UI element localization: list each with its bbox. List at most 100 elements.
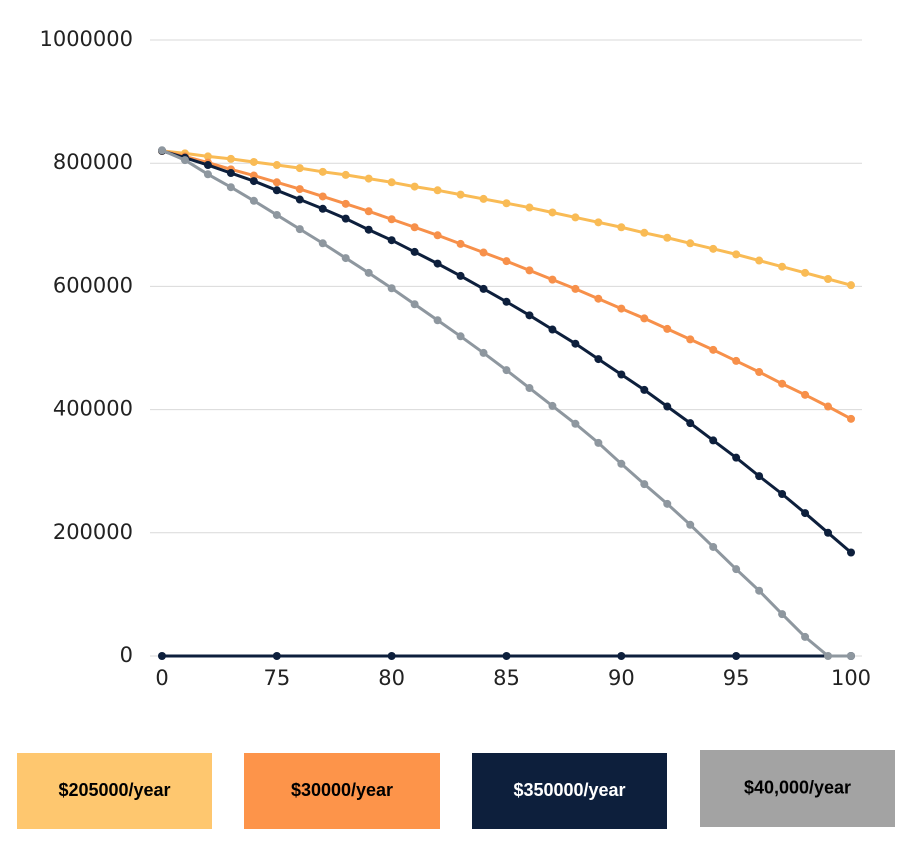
data-point xyxy=(594,218,603,227)
data-point xyxy=(203,161,212,170)
data-point xyxy=(847,548,855,557)
legend-label: $40,000/year xyxy=(744,777,851,797)
data-point xyxy=(433,259,442,268)
data-point xyxy=(709,244,718,253)
legend-label: $205000/year xyxy=(58,780,170,800)
data-point xyxy=(640,228,649,237)
data-point xyxy=(226,154,235,163)
data-point xyxy=(617,459,626,468)
data-point xyxy=(226,169,235,178)
data-point xyxy=(732,652,741,660)
data-point xyxy=(479,284,488,293)
data-point xyxy=(364,174,373,183)
data-point xyxy=(249,177,258,186)
data-point xyxy=(548,401,557,410)
data-point xyxy=(456,239,465,248)
data-point xyxy=(801,268,810,277)
data-point xyxy=(847,652,855,660)
x-tick-label: 100 xyxy=(831,666,871,690)
x-tick-label: 85 xyxy=(493,666,520,690)
legend-swatch xyxy=(700,750,895,827)
data-point xyxy=(318,192,327,201)
data-point xyxy=(158,146,166,155)
data-point xyxy=(318,239,327,248)
data-point xyxy=(410,300,419,309)
data-point xyxy=(295,185,304,194)
legend-item: $40,000/year xyxy=(700,750,895,827)
data-point xyxy=(755,368,764,377)
data-point xyxy=(456,332,465,341)
data-point xyxy=(617,223,626,232)
data-point xyxy=(410,247,419,256)
data-point xyxy=(479,194,488,203)
data-point xyxy=(755,472,764,481)
data-point xyxy=(640,314,649,323)
data-point xyxy=(686,419,695,428)
data-point xyxy=(387,652,396,660)
data-point xyxy=(778,262,787,271)
data-point xyxy=(479,248,488,257)
data-point xyxy=(226,183,235,192)
data-point xyxy=(640,385,649,394)
data-point xyxy=(410,223,419,232)
data-point xyxy=(571,339,580,348)
data-point xyxy=(502,366,511,375)
data-point xyxy=(456,190,465,199)
data-point xyxy=(525,203,534,212)
data-point xyxy=(456,271,465,280)
data-point xyxy=(571,419,580,428)
data-point xyxy=(272,161,281,170)
data-point xyxy=(364,207,373,216)
data-point xyxy=(663,233,672,242)
data-point xyxy=(180,156,189,165)
data-point xyxy=(686,239,695,248)
legend-swatch xyxy=(472,753,667,829)
data-point xyxy=(341,214,350,223)
data-point xyxy=(249,196,258,205)
data-point xyxy=(732,453,741,462)
data-point xyxy=(158,652,166,660)
data-point xyxy=(571,284,580,293)
data-point xyxy=(341,199,350,208)
data-point xyxy=(341,170,350,179)
data-point xyxy=(525,311,534,320)
data-point xyxy=(824,652,833,660)
data-point xyxy=(663,324,672,333)
legend-label: $350000/year xyxy=(513,780,625,800)
data-point xyxy=(249,171,258,180)
data-point xyxy=(364,268,373,277)
data-point xyxy=(617,304,626,313)
data-point xyxy=(295,195,304,204)
data-point xyxy=(663,402,672,411)
data-point xyxy=(502,652,511,660)
data-point xyxy=(686,335,695,344)
data-point xyxy=(548,325,557,334)
data-point xyxy=(663,499,672,508)
data-point xyxy=(295,225,304,234)
x-tick-label: 95 xyxy=(723,666,750,690)
x-tick-label: 80 xyxy=(378,666,405,690)
data-point xyxy=(249,157,258,166)
data-point xyxy=(548,208,557,217)
data-point xyxy=(341,254,350,263)
data-point xyxy=(525,384,534,393)
series-line xyxy=(161,148,851,658)
x-tick-label: 90 xyxy=(608,666,635,690)
data-point xyxy=(387,178,396,187)
data-point xyxy=(364,225,373,234)
data-point xyxy=(318,204,327,213)
data-point xyxy=(295,164,304,173)
data-point xyxy=(824,275,833,284)
data-point xyxy=(824,528,833,537)
data-point xyxy=(571,213,580,222)
y-tick-label: 400000 xyxy=(53,397,133,421)
data-point xyxy=(847,281,855,290)
data-point xyxy=(778,610,787,619)
data-point xyxy=(502,257,511,266)
data-point xyxy=(433,231,442,240)
data-point xyxy=(801,390,810,399)
data-point xyxy=(272,186,281,195)
y-tick-label: 0 xyxy=(120,643,133,667)
